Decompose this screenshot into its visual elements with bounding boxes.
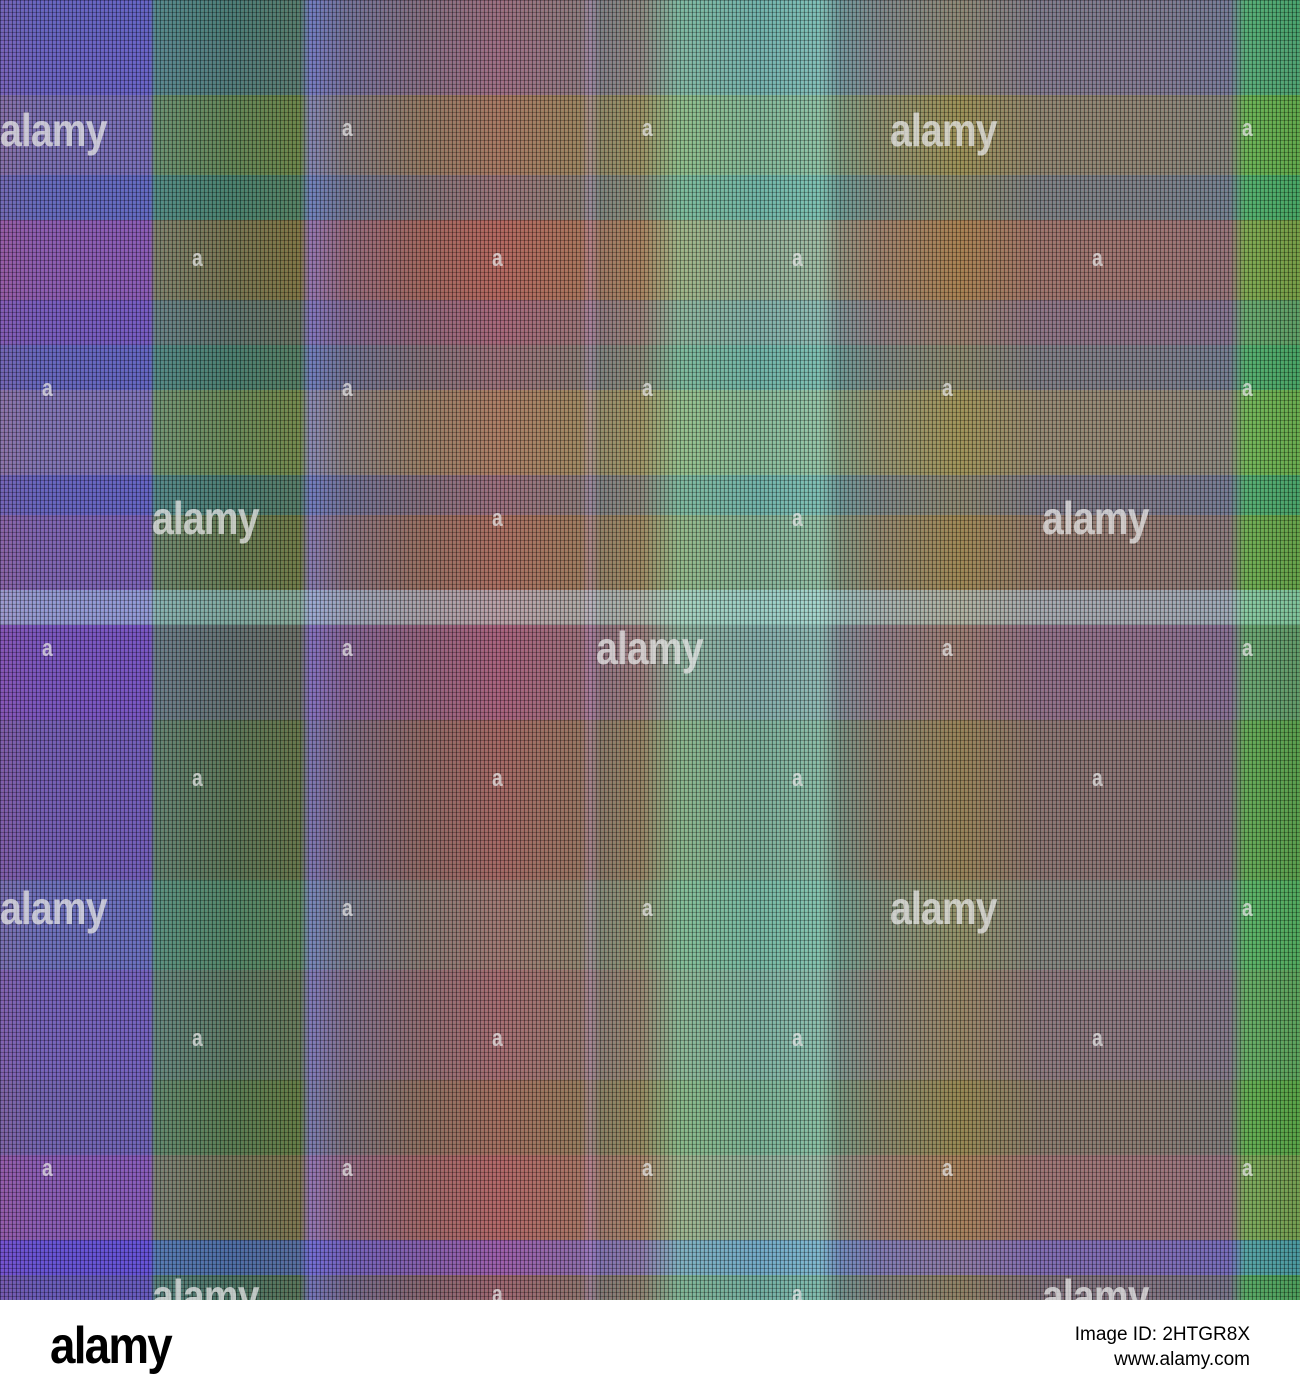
watermark-mark: a xyxy=(792,505,803,532)
watermark-mark: a xyxy=(642,1155,653,1182)
watermark-logo: alamy xyxy=(890,104,997,156)
watermark-mark: a xyxy=(492,1281,503,1301)
watermark-mark: a xyxy=(942,375,953,402)
watermark-mark: a xyxy=(492,765,503,792)
watermark-mark: a xyxy=(1092,1025,1103,1052)
watermark-mark: a xyxy=(42,375,53,402)
site-url-text: www.alamy.com xyxy=(1114,1349,1250,1370)
watermark-mark: a xyxy=(792,1025,803,1052)
plaid-weft-stripes xyxy=(0,0,1300,1300)
watermark-logo: alamy xyxy=(596,622,703,674)
watermark-mark: a xyxy=(792,1281,803,1301)
watermark-mark: a xyxy=(342,1155,353,1182)
watermark-mark: a xyxy=(492,1025,503,1052)
watermark-mark: a xyxy=(792,765,803,792)
watermark-logo: alamy xyxy=(1042,492,1149,544)
watermark-mark: a xyxy=(1242,115,1253,142)
plaid-pattern-image: alamy alamy alamy alamy alamy alamy alam… xyxy=(0,0,1300,1300)
watermark-mark: a xyxy=(1092,765,1103,792)
watermark-mark: a xyxy=(1242,1155,1253,1182)
watermark-mark: a xyxy=(1242,375,1253,402)
watermark-mark: a xyxy=(792,245,803,272)
watermark-logo: alamy xyxy=(1042,1270,1149,1300)
watermark-mark: a xyxy=(942,1155,953,1182)
watermark-mark: a xyxy=(192,245,203,272)
watermark-mark: a xyxy=(1242,635,1253,662)
alamy-logo: alamy xyxy=(50,1317,173,1375)
watermark-logo: alamy xyxy=(890,882,997,934)
watermark-logo: alamy xyxy=(0,104,107,156)
watermark-mark: a xyxy=(342,375,353,402)
watermark-mark: a xyxy=(492,245,503,272)
footer-bar: alamy Image ID: 2HTGR8X www.alamy.com xyxy=(0,1300,1300,1390)
watermark-mark: a xyxy=(942,635,953,662)
watermark-mark: a xyxy=(492,505,503,532)
image-info: Image ID: 2HTGR8X www.alamy.com xyxy=(1075,1322,1250,1372)
watermark-mark: a xyxy=(342,635,353,662)
plaid-thread-texture xyxy=(0,0,1300,1300)
watermark-mark: a xyxy=(192,765,203,792)
watermark-mark: a xyxy=(642,375,653,402)
watermark-logo: alamy xyxy=(152,1270,259,1300)
watermark-mark: a xyxy=(642,895,653,922)
watermark-logo: alamy xyxy=(0,882,107,934)
watermark-mark: a xyxy=(642,115,653,142)
watermark-logo: alamy xyxy=(152,492,259,544)
watermark-mark: a xyxy=(342,115,353,142)
watermark-mark: a xyxy=(192,1025,203,1052)
watermark-mark: a xyxy=(1092,245,1103,272)
image-id-text: Image ID: 2HTGR8X xyxy=(1074,1324,1250,1345)
watermark-mark: a xyxy=(342,895,353,922)
watermark-mark: a xyxy=(1242,895,1253,922)
watermark-mark: a xyxy=(42,1155,53,1182)
watermark-mark: a xyxy=(42,635,53,662)
